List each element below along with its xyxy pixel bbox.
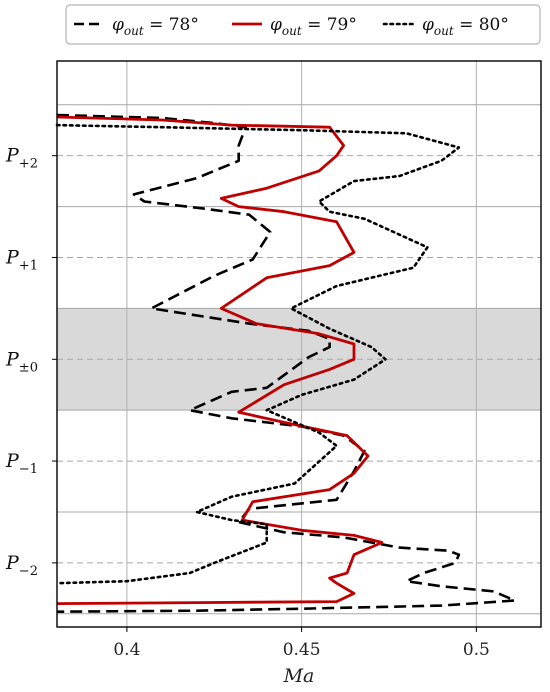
x-tick-label-0: 0.4 — [113, 640, 140, 660]
x-tick-label-2: 0.5 — [463, 640, 490, 660]
legend-label-0: φout = 78° — [112, 15, 199, 38]
x-tick-label-1: 0.45 — [283, 640, 321, 660]
legend-box — [65, 4, 541, 45]
y-tick-label-0: P+2 — [5, 145, 38, 172]
y-tick-label-3: P−1 — [5, 450, 38, 477]
legend-label-1: φout = 79° — [270, 15, 357, 38]
plot-frame — [56, 60, 542, 628]
y-tick-label-2: P±0 — [5, 348, 38, 375]
legend-label-2: φout = 80° — [422, 15, 509, 38]
series-line-solid — [56, 115, 384, 605]
series-line-dotted — [55, 123, 461, 585]
series-line-dashed — [56, 113, 517, 613]
x-axis-title: Ma — [283, 665, 315, 687]
y-tick-label-4: P−2 — [5, 552, 38, 579]
y-tick-label-1: P+1 — [5, 246, 38, 273]
